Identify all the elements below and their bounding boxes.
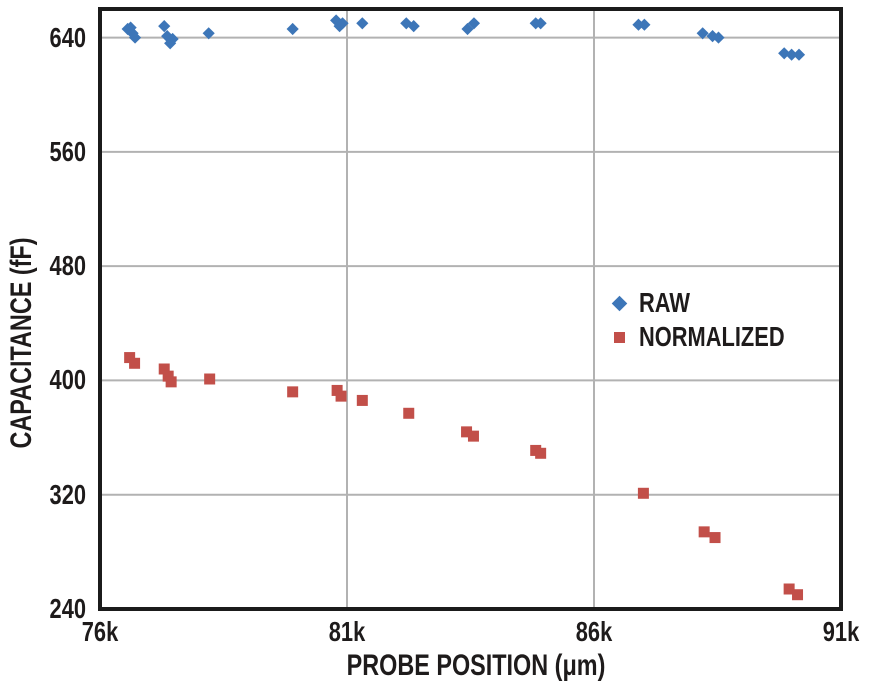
y-tick-label-560: 560 [49,135,86,167]
legend-label-raw: RAW [639,287,690,318]
normalized-data-point [124,352,136,364]
raw-diamond-marker-icon [611,295,628,311]
normalized-data-point [403,407,415,419]
normalized-data-point [709,532,721,544]
normalized-data-point [783,583,795,595]
normalized-data-point [162,370,174,382]
y-tick-label-240: 240 [49,593,86,624]
y-tick-label-320: 320 [49,478,86,510]
normalized-square-marker-icon [614,331,625,343]
raw-data-point [128,31,142,44]
normalized-data-point [698,526,710,538]
x-tick-label-76k: 76k [81,616,119,647]
legend-label-normalized: NORMALIZED [639,321,785,352]
y-tick-label-400: 400 [49,364,86,396]
x-tick-label-91k: 91k [822,616,860,647]
normalized-data-point [356,394,368,406]
raw-data-point [286,22,299,36]
raw-data-point [158,20,171,33]
normalized-data-point [467,430,479,442]
legend: RAW NORMALIZED [611,286,826,354]
normalized-data-point [158,363,170,375]
x-tick-label-81k: 81k [328,616,366,647]
normalized-data-point [129,357,141,369]
plot-border [98,7,843,611]
raw-data-point [356,17,369,30]
normalized-data-point [165,376,177,388]
x-tick-label-86k: 86k [575,616,613,647]
y-tick-label-640: 640 [49,21,86,53]
legend-item-raw: RAW [611,286,826,320]
normalized-data-point [792,589,804,601]
normalized-data-point [331,384,343,396]
normalized-data-point [637,487,649,499]
y-tick-label-480: 480 [49,250,86,282]
normalized-data-point [204,373,216,385]
raw-data-point [792,48,806,61]
raw-data-point [166,32,179,46]
normalized-data-point [287,386,299,398]
legend-item-normalized: NORMALIZED [613,320,826,354]
normalized-data-point [335,390,347,402]
normalized-data-point [535,447,547,459]
normalized-data-point [461,426,473,438]
x-axis-title: PROBE POSITION (μm) [346,649,606,682]
